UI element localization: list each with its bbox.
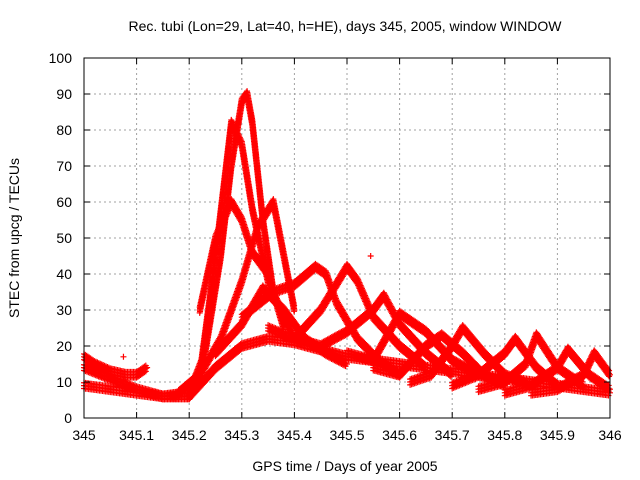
chart-title: Rec. tubi (Lon=29, Lat=40, h=HE), days 3… [128,18,562,34]
data-point [238,137,245,144]
data-point [229,119,236,126]
data-point [228,116,235,123]
data-points [81,88,613,403]
data-point [228,118,235,125]
